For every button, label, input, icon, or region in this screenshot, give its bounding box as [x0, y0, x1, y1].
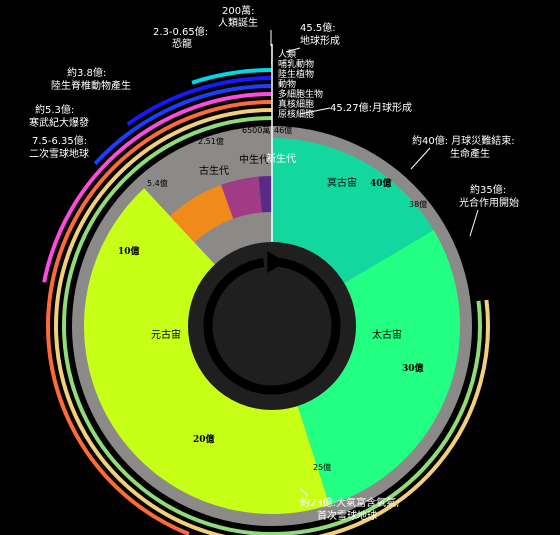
- life-arc-land-plants: [126, 76, 273, 126]
- era-label-cenozoic: 新生代: [266, 152, 296, 165]
- era-label-mesozoic: 中生代: [239, 153, 269, 166]
- rim-label-25: 25億: [313, 462, 331, 472]
- annotation-dinosaurs-text: 恐龍: [172, 37, 192, 50]
- event-annotations: 200萬: 人類誕生 45.5億: 地球形成 2.3-0.65億: 恐龍 約3.…: [29, 4, 519, 522]
- annotation-photosynthesis-text: 光合作用開始: [459, 196, 519, 209]
- era-wedge-paleozoic: [169, 184, 234, 243]
- clock-labels: 冥古宙 太古宙 元古宙 古生代 中生代 新生代 40億 30億 20億 10億 …: [118, 49, 427, 472]
- eon-wedge-archean: [297, 230, 460, 505]
- annotation-oxygen-text: 首次雪球地球: [317, 509, 377, 522]
- tick-30: 30億: [402, 362, 424, 374]
- life-arc-prokaryotes: [54, 108, 490, 535]
- photosynthesis-arc: [62, 116, 482, 535]
- annotation-humans-time: 200萬:: [222, 4, 254, 17]
- leader-bombardment: [410, 147, 431, 170]
- annotation-humans-text: 人類誕生: [218, 16, 258, 29]
- life-arc-multicellular: [42, 92, 273, 283]
- rim-label-38: 38億: [409, 199, 427, 209]
- arc-label-mammals: 哺乳動物: [278, 58, 314, 70]
- annotation-vertebrates-text: 陸生脊椎動物產生: [51, 79, 131, 92]
- rim-label-6500: 6500萬: [242, 125, 270, 135]
- eon-wedge-proterozoic: [84, 188, 330, 514]
- life-arcs: [42, 59, 490, 535]
- arc-label-multicellular: 多細胞生物: [278, 88, 323, 100]
- eon-wedge-hadean: [272, 138, 434, 284]
- annotation-bombardment-text: 生命產生: [450, 147, 490, 160]
- tick-20: 20億: [193, 433, 215, 445]
- leader-earth: [285, 47, 301, 53]
- era-wedge-cenozoic: [258, 176, 272, 213]
- eon-label-archean: 太古宙: [372, 328, 402, 341]
- rim-label-5-4: 5.4億: [147, 178, 168, 188]
- tick-40: 40億: [370, 177, 392, 189]
- annotation-bombardment-time: 約40億: 月球災難結束:: [412, 134, 515, 147]
- eon-wedges: [84, 138, 460, 514]
- rim-label-46: 46億: [274, 125, 292, 135]
- leader-moon: [299, 107, 331, 115]
- era-label-paleozoic: 古生代: [199, 164, 229, 177]
- arc-label-eukaryotes: 真核細胞: [278, 98, 314, 110]
- annotation-snowball2-time: 7.5-6.35億:: [32, 134, 87, 147]
- eon-label-proterozoic: 元古宙: [151, 328, 181, 341]
- leader-photosynthesis: [469, 209, 479, 237]
- arc-label-humans: 人類: [278, 49, 296, 60]
- annotation-dinosaurs-time: 2.3-0.65億:: [153, 25, 208, 38]
- leader-oxygen: [299, 487, 309, 497]
- arc-label-land-plants: 陸生植物: [278, 68, 314, 80]
- life-arc-animals: [93, 84, 273, 166]
- era-wedge-mesozoic: [221, 176, 262, 219]
- arc-label-prokaryotes: 原核細胞: [278, 108, 314, 120]
- annotation-cambrian-text: 寒武紀大爆發: [29, 116, 89, 129]
- annotation-photosynthesis-time: 約35億:: [470, 183, 506, 196]
- annotation-vertebrates-time: 約3.8億:: [67, 66, 106, 79]
- life-arc-eukaryotes: [46, 100, 273, 535]
- annotation-cambrian-time: 約5.3億:: [35, 103, 74, 116]
- annotation-oxygen-time: 約23億:大氣富含氧氣;: [300, 496, 399, 509]
- arrowhead-icon: [267, 251, 286, 274]
- clock-center: [188, 242, 356, 410]
- annotation-moon: 45.27億:月球形成: [330, 101, 412, 114]
- annotation-snowball2-text: 二次雪球地球: [29, 147, 89, 160]
- annotation-earth-time: 45.5億:: [300, 21, 336, 34]
- life-arc-mammals: [191, 68, 273, 85]
- rotation-arrow-icon: [203, 257, 341, 395]
- leader-lines: [270, 30, 479, 497]
- eon-label-hadean: 冥古宙: [327, 176, 357, 189]
- rim-label-2-51: 2.51億: [198, 136, 224, 146]
- tick-10: 10億: [118, 245, 140, 257]
- arc-label-animals: 動物: [278, 78, 296, 90]
- annotation-earth-text: 地球形成: [300, 34, 340, 47]
